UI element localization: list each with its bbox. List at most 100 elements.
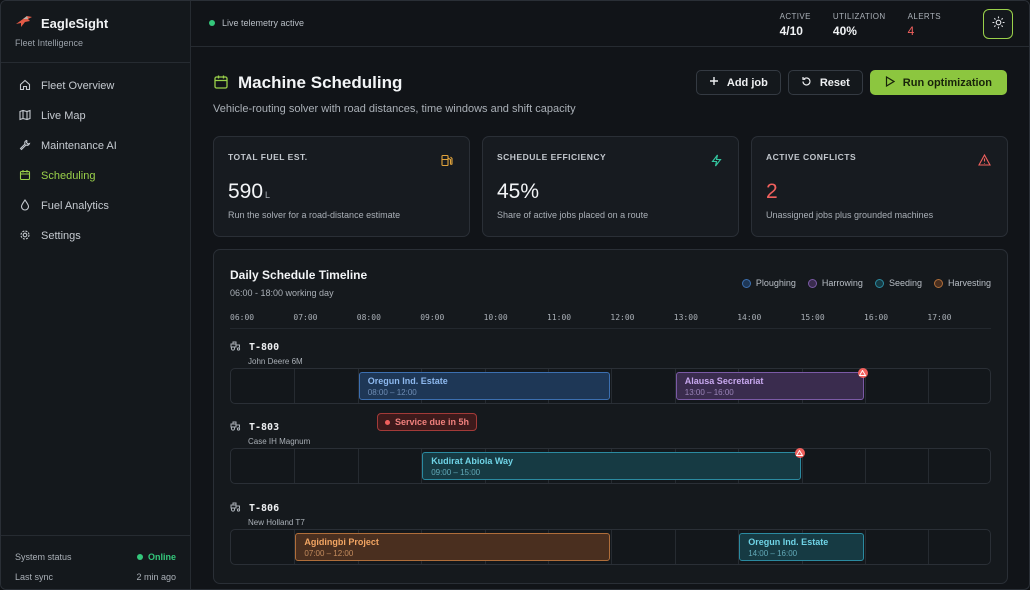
machine-id: T-806 — [249, 502, 280, 514]
job-name: Kudirat Abiola Way — [431, 456, 514, 466]
hour-gridline — [865, 369, 866, 403]
job-block[interactable]: Kudirat Abiola Way 09:00 – 15:00 — [422, 448, 805, 480]
sidebar-item-label: Settings — [41, 230, 81, 242]
main-content: Machine Scheduling Vehicle-routing solve… — [191, 47, 1029, 589]
legend-dot-icon — [933, 278, 943, 288]
wrench-icon — [19, 139, 31, 154]
machine-id: T-800 — [249, 341, 280, 353]
last-sync-value: 2 min ago — [136, 572, 176, 582]
hour-tick-label: 07:00 — [293, 313, 318, 322]
sidebar-item-fuel-analytics[interactable]: Fuel Analytics — [9, 191, 183, 221]
hour-gridline — [738, 530, 740, 564]
hour-gridline — [294, 449, 296, 483]
tractor-icon — [230, 340, 241, 354]
machine-id: T-803 — [249, 421, 280, 433]
legend-item-harrowing: Harrowing — [807, 278, 863, 288]
machine-track: Kudirat Abiola Way 09:00 – 15:00 — [230, 448, 991, 484]
sidebar-item-live-map[interactable]: Live Map — [9, 101, 183, 131]
sidebar-footer: System status Online Last sync 2 min ago — [1, 535, 190, 589]
system-status-label: System status — [15, 552, 72, 562]
timeline-legend: Ploughing Harrowing Seeding Harvesting — [741, 278, 991, 288]
job-time: 13:00 – 16:00 — [684, 388, 734, 397]
sidebar-item-label: Live Map — [41, 110, 86, 122]
telemetry-status: Live telemetry active — [209, 18, 304, 28]
page-actions: Add job Reset Run optimization — [695, 70, 1007, 95]
sidebar-item-settings[interactable]: Settings — [9, 221, 183, 251]
eagle-logo-icon — [15, 15, 33, 32]
sidebar-nav: Fleet Overview Live Map Maintenance AI S… — [9, 71, 183, 251]
hour-tick-label: 17:00 — [927, 313, 952, 322]
job-time: 08:00 – 12:00 — [367, 388, 417, 397]
sidebar-item-maintenance-ai[interactable]: Maintenance AI — [9, 131, 183, 161]
hour-gridline — [865, 530, 866, 564]
job-time: 09:00 – 15:00 — [431, 468, 481, 477]
active-conflicts-value: 2 — [766, 180, 778, 203]
sidebar-item-scheduling[interactable]: Scheduling — [9, 161, 183, 191]
page-title: Machine Scheduling — [238, 73, 403, 92]
machine-header: T-800 John Deere 6M — [230, 340, 303, 366]
stat-alerts: ALERTS 4 — [907, 12, 941, 38]
job-name: Oregun Ind. Estate — [367, 376, 448, 386]
job-block[interactable]: Oregun Ind. Estate 14:00 – 16:00 — [739, 533, 864, 561]
hour-gridline — [357, 369, 359, 403]
job-block[interactable]: Alausa Secretariat 13:00 – 16:00 — [675, 368, 868, 400]
warning-icon — [978, 153, 991, 169]
last-sync-label: Last sync — [15, 572, 54, 582]
fuel-pump-icon — [441, 154, 453, 170]
machine-model: John Deere 6M — [248, 357, 303, 366]
alert-dot-icon — [385, 419, 390, 425]
legend-item-seeding: Seeding — [874, 278, 922, 288]
timeline-title: Daily Schedule Timeline — [230, 268, 368, 282]
page-header: Machine Scheduling — [213, 73, 402, 93]
sidebar: EagleSight Fleet Intelligence Fleet Over… — [1, 1, 191, 589]
online-dot-icon — [136, 554, 143, 560]
stat-utilization: UTILIZATION 40% — [832, 12, 886, 38]
play-icon — [885, 75, 895, 90]
job-block[interactable]: Oregun Ind. Estate 08:00 – 12:00 — [358, 372, 611, 400]
active-conflicts-card: ACTIVE CONFLICTS 2 Unassigned jobs plus … — [751, 136, 1008, 237]
hour-gridline — [928, 530, 930, 564]
sidebar-item-label: Scheduling — [41, 170, 96, 182]
timeline-subtitle: 06:00 - 18:00 working day — [230, 288, 334, 298]
conflict-warning-icon — [794, 448, 805, 458]
sidebar-item-label: Fuel Analytics — [41, 200, 109, 212]
hour-gridline — [674, 530, 676, 564]
reset-button[interactable]: Reset — [787, 70, 863, 95]
tractor-icon — [230, 420, 241, 434]
hour-axis: 06:00 07:00 08:00 09:00 10:00 11:00 12:00 13:00… — [230, 313, 991, 329]
hour-tick-label: 10:00 — [483, 313, 508, 322]
calendar-icon — [19, 169, 31, 184]
sidebar-item-fleet-overview[interactable]: Fleet Overview — [9, 71, 183, 101]
system-status-value: Online — [136, 552, 176, 562]
hour-gridline — [674, 369, 676, 403]
hour-gridline — [611, 369, 613, 403]
machine-header: T-806 New Holland T7 — [230, 501, 305, 527]
add-job-button[interactable]: Add job — [695, 70, 781, 95]
machine-model: New Holland T7 — [248, 518, 305, 527]
hour-gridline — [421, 449, 423, 483]
legend-dot-icon — [741, 278, 751, 288]
theme-toggle-button[interactable] — [983, 9, 1013, 39]
job-name: Agidingbi Project — [304, 537, 379, 547]
sidebar-item-label: Maintenance AI — [41, 140, 117, 152]
machine-model: Case IH Magnum — [248, 437, 311, 446]
hour-tick-label: 13:00 — [673, 313, 698, 322]
droplet-icon — [19, 198, 31, 214]
fuel-estimate-card: TOTAL FUEL EST. 590 L Run the solver for … — [213, 136, 470, 237]
machine-header: T-803 Case IH Magnum — [230, 420, 310, 446]
hour-tick-label: 09:00 — [420, 313, 445, 322]
run-optimization-button[interactable]: Run optimization — [869, 70, 1007, 95]
brand-subtitle: Fleet Intelligence — [15, 38, 84, 48]
conflict-warning-icon — [857, 368, 868, 378]
machine-track: Agidingbi Project 07:00 – 12:00 Oregun Ind… — [230, 529, 991, 565]
home-icon — [19, 79, 31, 94]
tractor-icon — [230, 501, 241, 515]
machine-track: Oregun Ind. Estate 08:00 – 12:00 Alausa Se… — [230, 368, 991, 404]
hour-tick-label: 11:00 — [547, 313, 572, 322]
sidebar-item-label: Fleet Overview — [41, 80, 115, 92]
job-time: 07:00 – 12:00 — [304, 549, 354, 558]
hour-tick-label: 12:00 — [610, 313, 635, 322]
job-block[interactable]: Agidingbi Project 07:00 – 12:00 — [295, 533, 611, 561]
service-due-badge: Service due in 5h — [377, 413, 478, 431]
hour-gridline — [928, 449, 930, 483]
